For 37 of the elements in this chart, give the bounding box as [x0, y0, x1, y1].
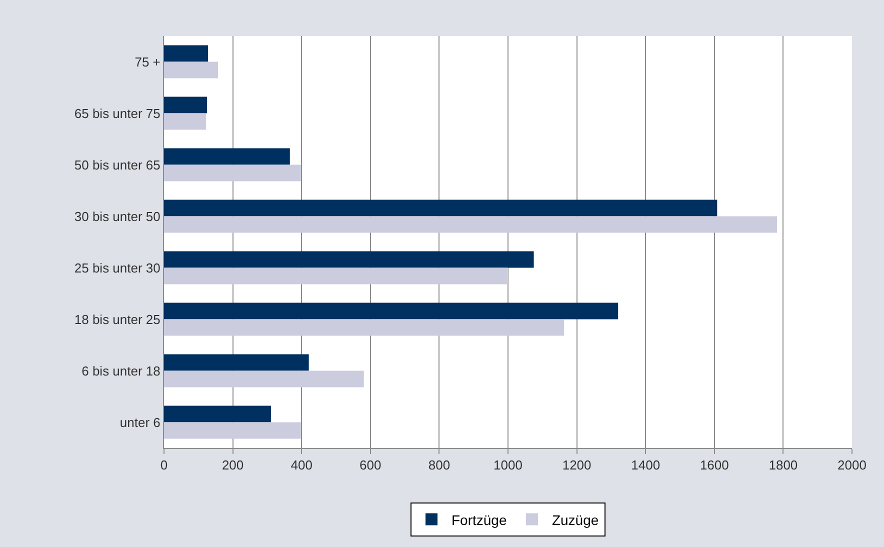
- bar: [164, 216, 778, 233]
- bar: [164, 406, 271, 422]
- bar: [164, 113, 206, 130]
- x-tick-label: 1600: [700, 458, 729, 473]
- bar: [164, 319, 564, 336]
- x-tick-label: 1000: [494, 458, 522, 473]
- y-tick-label: 30 bis unter 50: [74, 208, 160, 224]
- y-tick-label: 65 bis unter 75: [74, 106, 160, 121]
- bar: [164, 200, 718, 216]
- x-tick-label: 1400: [631, 458, 660, 473]
- y-tick-label: unter 6: [120, 414, 160, 430]
- x-tick-label: 800: [428, 458, 450, 473]
- x-tick-label: 0: [160, 458, 168, 473]
- x-tick-label: 400: [290, 458, 312, 473]
- bar: [164, 148, 290, 165]
- x-tick-label: 600: [360, 458, 382, 473]
- legend-label: Fortzüge: [452, 512, 507, 528]
- y-tick-label: 6 bis unter 18: [82, 363, 160, 378]
- legend-label: Zuzüge: [552, 512, 599, 528]
- bar: [164, 422, 301, 439]
- bar: [164, 45, 208, 62]
- bar: [164, 268, 508, 284]
- y-tick-label: 25 bis unter 30: [74, 260, 160, 276]
- x-tick-label: 2000: [838, 458, 866, 473]
- y-tick-label: 75 +: [134, 54, 160, 70]
- bar: [164, 370, 364, 388]
- bar: [164, 302, 618, 320]
- bar: [164, 62, 218, 78]
- y-tick-label: 50 bis unter 65: [74, 157, 160, 172]
- bar: [164, 96, 207, 114]
- x-tick-label: 1200: [562, 458, 592, 473]
- x-tick-label: 200: [222, 458, 244, 473]
- bar: [164, 164, 301, 182]
- bar: [164, 251, 534, 268]
- bar: [164, 354, 309, 371]
- x-tick-label: 1800: [768, 458, 798, 473]
- y-tick-label: 18 bis unter 25: [74, 312, 160, 327]
